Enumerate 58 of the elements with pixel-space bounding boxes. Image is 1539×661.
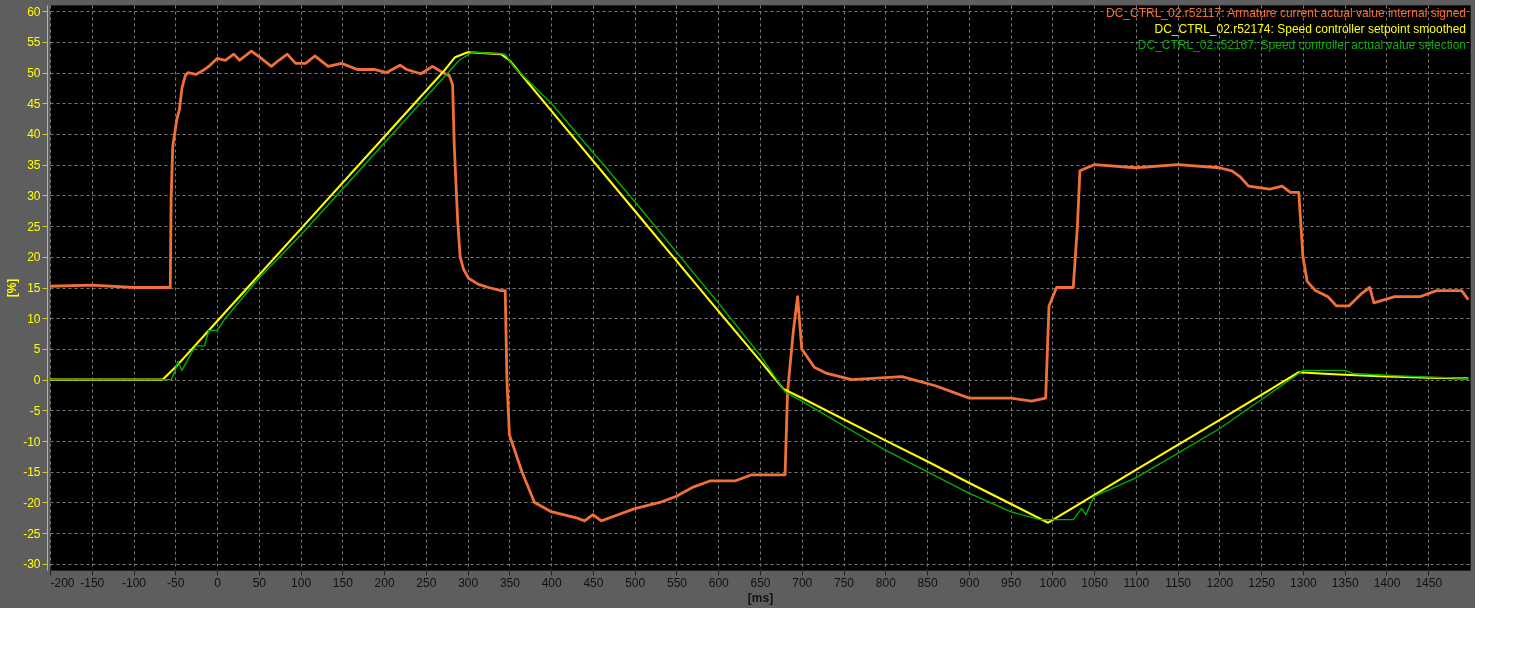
x-axis-title: [ms] [747,590,774,605]
x-tick-label: -150 [80,575,105,590]
y-tick-label: 55 [27,35,41,50]
x-tick-label: 900 [959,575,980,590]
x-tick-label: -50 [167,575,185,590]
y-tick-label: 30 [27,188,41,203]
x-tick-label: -200 [50,575,75,590]
x-tick-label: 200 [374,575,395,590]
x-tick-label: 250 [416,575,437,590]
y-axis-title: [%] [5,278,20,298]
x-tick-label: 600 [708,575,730,590]
y-tick-label: 0 [33,373,41,388]
x-tick-label: 850 [917,575,938,590]
y-tick-label: 15 [27,281,41,295]
y-tick-label: -10 [23,434,41,449]
y-tick-label: -20 [23,495,41,510]
y-tick-label: -15 [23,465,41,480]
x-tick-label: 50 [252,575,267,590]
y-tick-label: 45 [27,96,41,111]
x-tick-label: 800 [875,575,897,590]
x-tick-label: 1350 [1331,575,1359,590]
x-tick-label: 0 [214,575,222,590]
text: DC_CTRL_02.r52117: Armature current actual value internal signed [1106,6,1466,20]
x-tick-label: 150 [332,575,354,590]
x-tick-label: 1400 [1373,575,1401,590]
x-tick-label: 100 [291,575,312,590]
y-tick-label: -5 [29,403,41,418]
x-tick-label: 1050 [1081,575,1109,590]
y-tick-label: 35 [27,158,41,173]
x-tick-label: 1000 [1039,575,1067,590]
x-tick-label: 1200 [1206,575,1234,590]
x-tick-label: 400 [541,575,563,590]
text: DC_CTRL_02.r52174: Speed controller setpoint smoothed [1154,22,1466,36]
y-tick-label: 10 [27,311,41,326]
x-tick-label: 950 [1001,575,1022,590]
x-tick-label: 1450 [1415,575,1443,590]
y-tick-label: 40 [27,127,41,142]
y-tick-label: 50 [27,66,41,81]
x-tick-label: -100 [122,575,147,590]
x-tick-label: 550 [666,575,688,590]
text: DC_CTRL_02.r52167: Speed controller actual value selection [1137,38,1466,52]
x-tick-label: 500 [625,575,646,590]
x-tick-label: 700 [792,575,813,590]
y-tick-label: -25 [23,526,41,541]
y-tick-label: 5 [33,342,41,357]
y-tick-label: 20 [27,250,41,265]
y-tick-label: 25 [27,219,41,234]
x-tick-label: 350 [499,575,521,590]
x-tick-label: 1250 [1248,575,1276,590]
x-tick-label: 300 [458,575,479,590]
x-tick-label: 650 [750,575,771,590]
y-tick-label: 60 [27,4,41,19]
x-tick-label: 750 [834,575,855,590]
x-tick-label: 1300 [1290,575,1318,590]
x-tick-label: 450 [583,575,604,590]
x-tick-label: 1150 [1165,575,1192,590]
y-tick-label: -30 [23,557,41,572]
x-tick-label: 1100 [1123,575,1150,590]
